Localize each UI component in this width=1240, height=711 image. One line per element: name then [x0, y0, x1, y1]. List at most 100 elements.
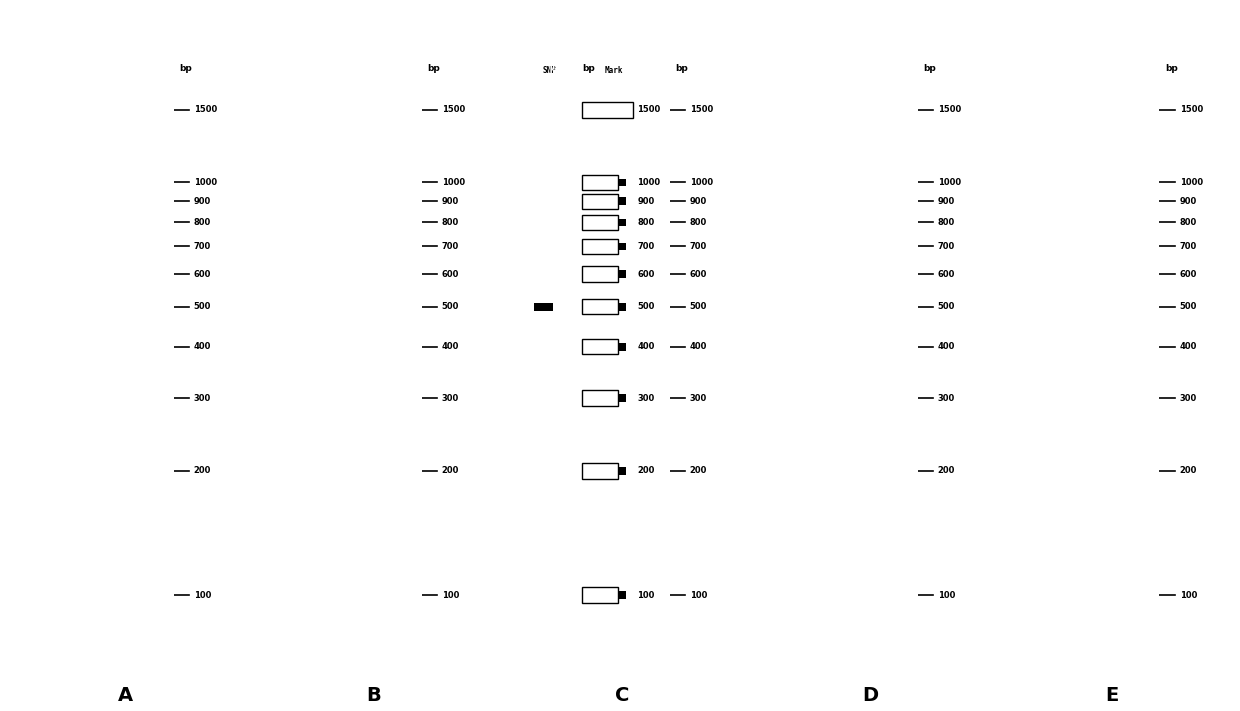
Text: 700: 700 [689, 242, 707, 251]
Text: Mark: Mark [357, 66, 376, 75]
Text: 900: 900 [637, 197, 655, 206]
Text: 500: 500 [937, 302, 955, 311]
Text: 1000: 1000 [689, 178, 713, 187]
Bar [582, 299, 618, 314]
Text: 1000: 1000 [637, 178, 661, 187]
Text: 200: 200 [1179, 466, 1197, 476]
Bar [107, 218, 130, 226]
Text: 600: 600 [689, 269, 707, 279]
Text: bp: bp [676, 64, 688, 73]
Text: 200: 200 [937, 466, 955, 476]
Bar [603, 242, 626, 250]
Text: 1500: 1500 [193, 105, 217, 114]
Text: 1500: 1500 [689, 105, 713, 114]
Text: 100: 100 [1179, 591, 1197, 599]
Bar [603, 218, 626, 226]
Text: 1000: 1000 [193, 178, 217, 187]
Bar [1092, 218, 1116, 226]
Text: 300: 300 [193, 394, 211, 402]
Text: 500: 500 [689, 302, 707, 311]
Text: 500: 500 [1179, 302, 1197, 311]
Text: 200: 200 [637, 466, 655, 476]
Bar [553, 198, 564, 205]
Text: 300: 300 [637, 394, 655, 402]
Bar [603, 343, 626, 351]
Text: 900: 900 [1179, 197, 1197, 206]
Text: 600: 600 [1179, 269, 1197, 279]
Bar [357, 198, 376, 205]
Text: 400: 400 [193, 342, 211, 351]
Text: 200: 200 [689, 466, 707, 476]
Text: 700: 700 [1179, 242, 1197, 251]
Bar [100, 303, 136, 311]
Text: 100: 100 [689, 591, 707, 599]
Bar [1095, 198, 1114, 205]
Bar [355, 218, 378, 226]
Text: 900: 900 [193, 197, 211, 206]
Bar [582, 390, 618, 406]
Bar [553, 242, 564, 250]
Text: 600: 600 [193, 269, 211, 279]
Bar [355, 270, 378, 278]
Bar [603, 395, 626, 402]
Text: bp: bp [1166, 64, 1178, 73]
Text: 400: 400 [689, 342, 707, 351]
Bar [846, 106, 879, 114]
Text: Mark: Mark [853, 66, 872, 75]
Text: bp: bp [924, 64, 936, 73]
Bar [1095, 178, 1114, 186]
Bar [582, 215, 618, 230]
Bar [582, 193, 618, 209]
Text: 700: 700 [937, 242, 955, 251]
Text: Mark: Mark [549, 66, 568, 75]
Text: 600: 600 [441, 269, 459, 279]
Text: SNP: SNP [1032, 66, 1045, 75]
Bar [851, 242, 874, 250]
Text: 1500: 1500 [1179, 105, 1203, 114]
Bar [582, 339, 618, 355]
Bar [286, 303, 316, 311]
Bar [102, 106, 135, 114]
Text: 900: 900 [689, 197, 707, 206]
Text: 800: 800 [937, 218, 955, 227]
Text: 400: 400 [1179, 342, 1197, 351]
Text: Mark: Mark [109, 66, 128, 75]
Text: 600: 600 [637, 269, 655, 279]
Text: E: E [1105, 686, 1118, 705]
Bar [603, 178, 626, 186]
Text: 300: 300 [441, 394, 459, 402]
Text: 900: 900 [937, 197, 955, 206]
Bar [603, 467, 626, 475]
Text: 400: 400 [937, 342, 955, 351]
Bar [582, 102, 632, 117]
Text: 800: 800 [637, 218, 655, 227]
Text: SNP: SNP [294, 66, 308, 75]
Bar [107, 270, 130, 278]
Bar [853, 178, 872, 186]
Text: 500: 500 [193, 302, 211, 311]
Text: 1000: 1000 [1179, 178, 1203, 187]
Bar [534, 303, 564, 311]
Bar [1092, 270, 1116, 278]
Bar [1087, 106, 1121, 114]
Bar [355, 242, 378, 250]
Bar [350, 106, 383, 114]
Text: 700: 700 [441, 242, 459, 251]
Text: 1500: 1500 [441, 105, 465, 114]
Text: SNP: SNP [542, 66, 556, 75]
Text: 1500: 1500 [937, 105, 961, 114]
Bar [582, 266, 618, 282]
Bar [109, 178, 128, 186]
Text: 300: 300 [1179, 394, 1197, 402]
Bar [1086, 303, 1122, 311]
Bar [582, 175, 618, 191]
Text: bp: bp [180, 64, 192, 73]
Text: 100: 100 [937, 591, 955, 599]
Text: 300: 300 [689, 394, 707, 402]
Text: SNP: SNP [790, 66, 804, 75]
Text: 400: 400 [441, 342, 459, 351]
Bar [553, 178, 564, 186]
Bar [603, 303, 626, 311]
Text: 700: 700 [193, 242, 211, 251]
Bar [851, 270, 874, 278]
